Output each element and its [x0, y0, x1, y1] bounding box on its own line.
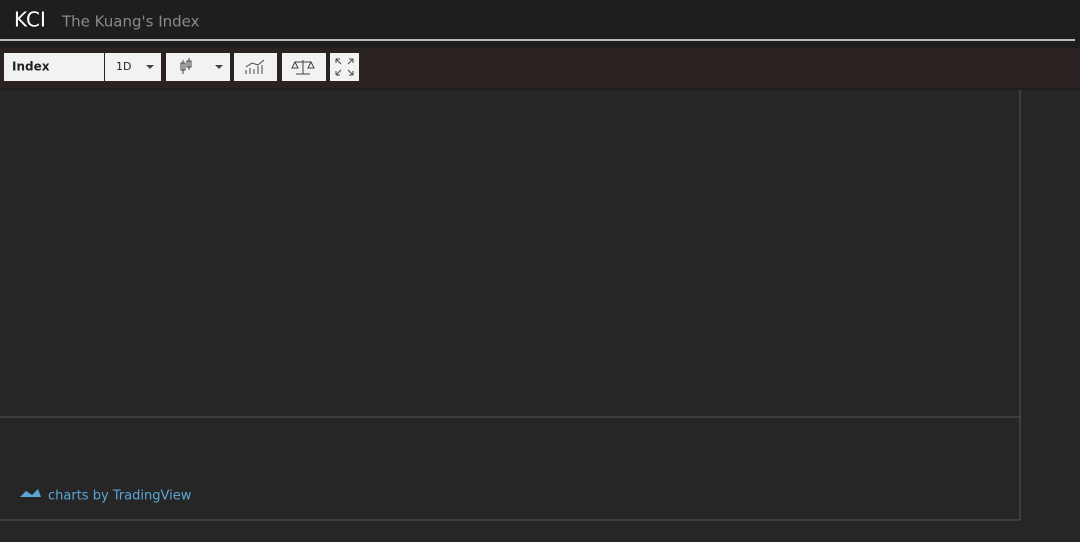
time-axis [0, 520, 1020, 542]
interval-button[interactable] [105, 53, 161, 81]
plot-area [0, 90, 1020, 520]
indicators-icon [245, 59, 265, 74]
fullscreen-button[interactable] [330, 53, 359, 81]
compare-button[interactable] [282, 53, 326, 81]
candles-icon [180, 58, 192, 74]
toolbar [0, 48, 1080, 88]
price-axis [1020, 90, 1080, 542]
page-title: KCI [14, 8, 46, 32]
compare-icon [291, 60, 315, 75]
interval-text: 1D [116, 60, 131, 73]
symbol-text: Index [12, 60, 50, 74]
indicators-button[interactable] [234, 53, 277, 81]
watermark-text: charts by TradingView [48, 489, 192, 504]
symbol-input[interactable] [4, 53, 104, 81]
watermark: charts by TradingView [20, 489, 192, 504]
fullscreen-icon [335, 58, 354, 76]
dropdown-arrow [146, 65, 154, 69]
watermark-logo [20, 489, 41, 497]
page-subtitle: The Kuang's Index [61, 13, 200, 31]
dropdown-arrow [215, 65, 223, 69]
